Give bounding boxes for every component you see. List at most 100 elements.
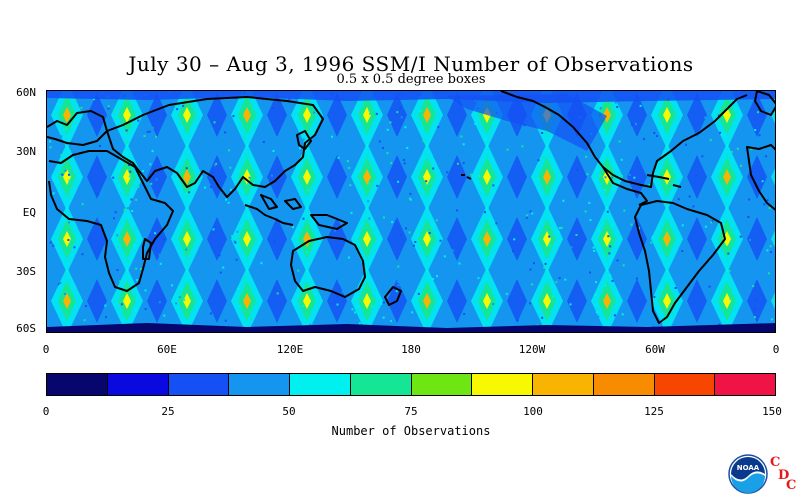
speckle-dot [371, 305, 374, 308]
speckle-dot [309, 323, 312, 326]
speckle-dot [768, 207, 771, 210]
lat-label-eq: EQ [22, 206, 36, 219]
speckle-dot [754, 129, 757, 131]
speckle-dot [651, 235, 654, 238]
swath-core [603, 231, 611, 247]
speckle-dot [476, 278, 479, 281]
speckle-dot [134, 309, 137, 312]
speckle-dot [144, 308, 147, 310]
coast-hawaii [461, 174, 472, 180]
speckle-dot [68, 179, 71, 182]
speckle-dot [215, 162, 218, 165]
speckle-dot [589, 271, 592, 274]
speckle-dot [68, 221, 71, 224]
speckle-dot [367, 200, 370, 203]
swath-core [183, 293, 191, 309]
colorbar-tick-100: 100 [523, 405, 543, 418]
speckle-dot [737, 286, 740, 288]
speckle-dot [425, 180, 428, 183]
speckle-dot [183, 298, 186, 301]
observation-swaths [51, 91, 775, 332]
speckle-dot [419, 191, 422, 194]
swath-gap [327, 279, 347, 323]
speckle-dot [773, 297, 775, 300]
swath-core [63, 231, 71, 247]
colorbar-swatch-8 [533, 374, 594, 395]
speckle-dot [117, 245, 119, 248]
speckle-dot [410, 254, 412, 257]
swath-gap [327, 155, 347, 199]
coast-asia [106, 96, 324, 198]
speckle-dot [63, 293, 66, 295]
speckle-dot [471, 127, 474, 129]
speckle-dot [130, 198, 133, 201]
speckle-dot [727, 252, 730, 255]
speckle-dot [681, 250, 684, 252]
speckle-dot [484, 137, 487, 140]
colorbar-swatch-0 [47, 374, 108, 395]
speckle-dot [368, 217, 371, 220]
map-canvas [47, 91, 775, 332]
speckle-dot [83, 319, 86, 322]
speckle-dot [685, 143, 687, 146]
swath-core [423, 107, 431, 123]
speckle-dot [495, 222, 498, 225]
speckle-dot [748, 198, 751, 201]
speckle-dot [272, 150, 275, 152]
speckle-dot [74, 99, 77, 102]
speckle-dot [382, 316, 385, 319]
speckle-dot [635, 277, 638, 280]
swath-core [663, 293, 671, 309]
speckle-dot [309, 109, 312, 112]
speckle-dot [222, 266, 225, 269]
speckle-dot [396, 280, 399, 283]
colorbar-tick-150: 150 [762, 405, 782, 418]
speckle-dot [754, 298, 757, 301]
cdc-letter-3: C [786, 478, 797, 493]
speckle-dot [229, 166, 232, 169]
speckle-dot [245, 154, 247, 156]
colorbar-swatch-5 [350, 374, 412, 395]
speckle-dot [769, 245, 772, 248]
speckle-dot [663, 287, 666, 290]
speckle-dot [534, 264, 537, 267]
speckle-dot [346, 160, 349, 163]
speckle-dot [126, 140, 129, 143]
speckle-dot [114, 211, 117, 214]
speckle-dot [144, 289, 147, 292]
speckle-dot [422, 139, 425, 142]
speckle-dot [604, 284, 607, 287]
speckle-dot [736, 147, 739, 150]
speckle-dot [119, 280, 122, 283]
speckle-dot [232, 115, 235, 118]
swath-gap [207, 217, 227, 261]
swath-gap [567, 217, 587, 261]
swath-core [183, 107, 191, 123]
speckle-dot [548, 243, 551, 246]
speckle-dot [382, 146, 385, 149]
swath-gap [747, 93, 767, 137]
speckle-dot [655, 135, 658, 138]
speckle-dot [47, 209, 50, 212]
speckle-dot [409, 192, 412, 195]
speckle-dot [432, 167, 435, 170]
swath-gap [267, 217, 287, 261]
swath-core [663, 231, 671, 247]
swath-core [723, 169, 731, 185]
swath-core [483, 293, 491, 309]
swath-core [363, 293, 371, 309]
speckle-dot [247, 182, 249, 185]
speckle-dot [541, 132, 544, 134]
speckle-dot [67, 239, 70, 241]
speckle-dot [512, 250, 514, 253]
speckle-dot [533, 262, 535, 265]
speckle-dot [188, 191, 191, 194]
speckle-dot [127, 260, 130, 263]
swath-core [543, 293, 551, 309]
lon-label-0: 0 [42, 343, 50, 356]
speckle-dot [428, 226, 431, 229]
speckle-dot [64, 127, 67, 130]
speckle-dot [231, 235, 234, 237]
coast-new-zealand [384, 286, 402, 306]
speckle-dot [407, 103, 410, 106]
